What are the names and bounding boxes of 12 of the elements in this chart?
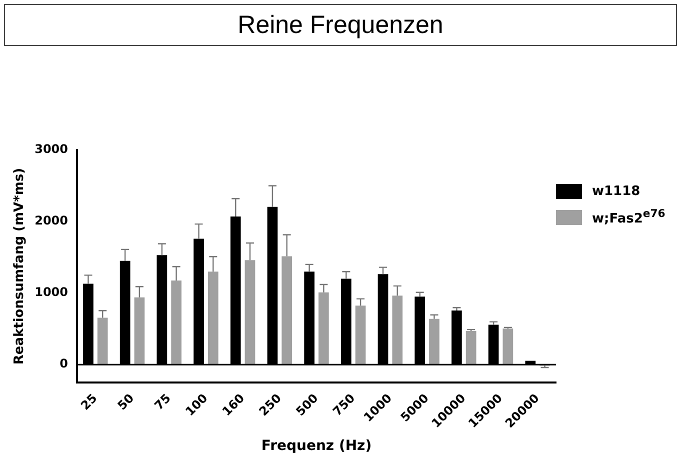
chart-title: Reine Frequenzen [4,4,677,46]
x-tick-label: 50 [114,391,137,413]
legend-label: w;Fas2$^{e76}$ [592,207,666,227]
x-tick-label: 75 [152,391,174,413]
y-tick-label: 2000 [34,214,68,228]
y-axis-title: Reaktionsumfang (mV*ms) [12,168,28,365]
y-tick-label: 0 [60,356,68,371]
x-tick-label: 25 [78,391,100,413]
y-tick-label: 3000 [34,142,68,156]
y-tick-label: 1000 [34,285,68,300]
x-axis-title: Frequenz (Hz) [261,438,372,454]
legend-label: w1118 [592,184,640,198]
